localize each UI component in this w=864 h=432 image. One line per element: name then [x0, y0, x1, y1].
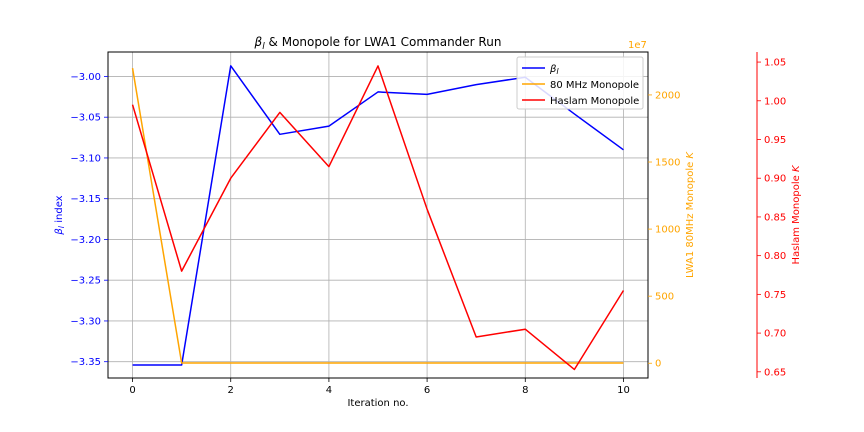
- left-axis-label: βl index: [54, 195, 66, 235]
- left-y-tick-label: −3.15: [70, 194, 101, 205]
- right2-y-tick-label: 0.85: [764, 212, 786, 223]
- right1-y-tick-label: 1500: [655, 158, 680, 169]
- right-y-axis-80mhz: 0 500 1000 1500 2000: [648, 90, 680, 370]
- right1-axis-label-text: LWA1 80MHz Monopole: [685, 159, 696, 278]
- series-line-haslam: [131, 65, 625, 371]
- right2-y-tick-label: 0.70: [764, 329, 786, 340]
- x-tick-label: 2: [228, 385, 234, 396]
- legend-label-beta-subscript: l: [556, 67, 559, 76]
- right1-axis-label-symbol: K: [685, 151, 696, 159]
- left-y-tick-label: −3.30: [70, 316, 101, 327]
- right2-y-tick-label: 0.95: [764, 135, 786, 146]
- right2-y-tick-label: 1.00: [764, 96, 786, 107]
- left-y-tick-label: −3.25: [70, 276, 101, 287]
- x-tick-label: 0: [129, 385, 135, 396]
- right2-axis-label-text: Haslam Monopole: [791, 172, 802, 264]
- right-y-axis-haslam: 0.65 0.70 0.75 0.80 0.85 0.90 0.95 1.00 1.05: [757, 58, 786, 378]
- right2-y-tick-label: 0.90: [764, 174, 786, 185]
- legend-label-beta: βl: [549, 64, 559, 76]
- right1-y-tick-label: 0: [655, 359, 661, 370]
- x-tick-label: 6: [424, 385, 430, 396]
- right2-y-tick-label: 1.05: [764, 58, 786, 69]
- x-tick-label: 8: [522, 385, 528, 396]
- left-y-tick-label: −3.20: [70, 235, 101, 246]
- chart-title-symbol: β: [254, 35, 263, 49]
- legend-label-beta-symbol: β: [549, 64, 557, 75]
- left-axis-label-text: index: [54, 195, 65, 226]
- right1-y-tick-label: 500: [655, 292, 674, 303]
- right1-offset-label: 1e7: [628, 40, 647, 51]
- legend-box: [516, 56, 644, 110]
- right1-axis-label: LWA1 80MHz Monopole K: [685, 151, 696, 278]
- legend-label-80mhz: 80 MHz Monopole: [550, 80, 639, 91]
- left-y-tick-label: −3.00: [70, 72, 101, 83]
- right2-axis-label: Haslam Monopole K: [791, 164, 802, 264]
- x-axis: 0 2 4 6 8 10: [129, 378, 630, 396]
- chart-title-text: & Monopole for LWA1 Commander Run: [265, 35, 502, 49]
- chart-title-subscript: l: [262, 42, 265, 52]
- left-y-axis: −3.35 −3.30 −3.25 −3.20 −3.15 −3.10 −3.05 −3.00: [70, 72, 108, 368]
- right2-y-tick-label: 0.80: [764, 251, 786, 262]
- right2-y-tick-label: 0.65: [764, 367, 786, 378]
- right2-y-tick-label: 0.75: [764, 290, 786, 301]
- x-axis-label: Iteration no.: [347, 398, 408, 409]
- legend-label-haslam: Haslam Monopole: [550, 96, 639, 107]
- x-tick-label: 4: [326, 385, 332, 396]
- chart-title: βl & Monopole for LWA1 Commander Run: [254, 35, 502, 52]
- x-tick-label: 10: [617, 385, 630, 396]
- legend: βl 80 MHz Monopole Haslam Monopole: [516, 56, 644, 110]
- series-line-80mhz: [131, 67, 624, 364]
- right1-y-tick-label: 2000: [655, 90, 680, 101]
- right2-axis-label-symbol: K: [791, 164, 802, 172]
- left-y-tick-label: −3.35: [70, 357, 101, 368]
- left-axis-label-subscript: l: [57, 225, 66, 228]
- left-y-tick-label: −3.10: [70, 153, 101, 164]
- right1-y-tick-label: 1000: [655, 225, 680, 236]
- left-axis-label-symbol: β: [54, 228, 65, 236]
- left-y-tick-label: −3.05: [70, 113, 101, 124]
- plot-frame: [107, 51, 649, 379]
